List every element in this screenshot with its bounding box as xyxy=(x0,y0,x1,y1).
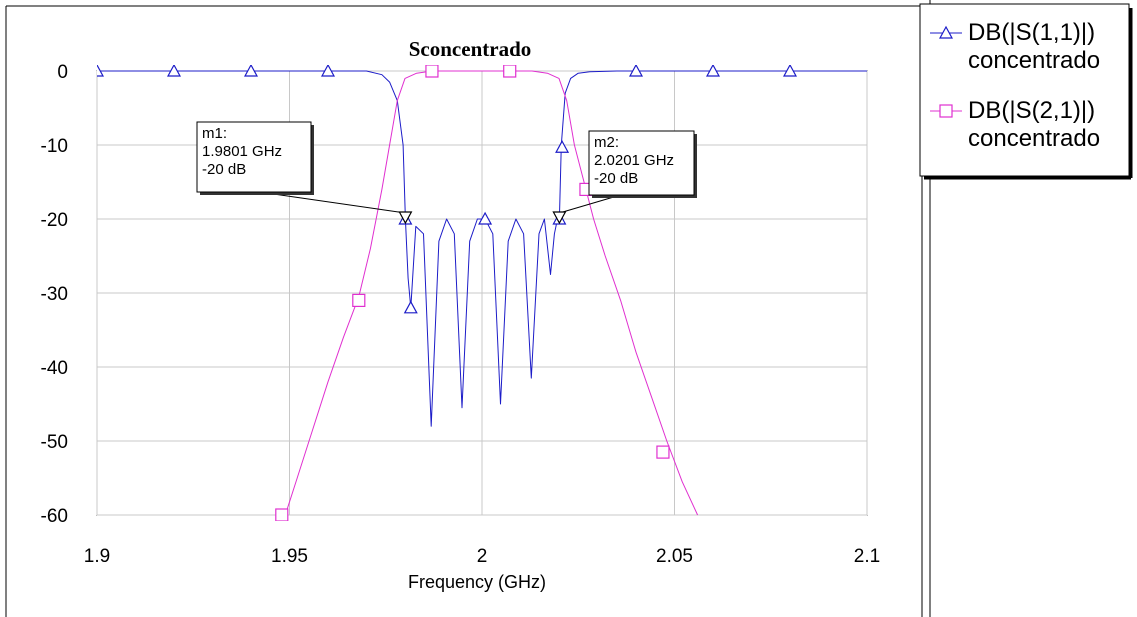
x-axis-ticks: 1.9 1.95 2 2.05 2.1 xyxy=(84,546,880,567)
series-point-marker xyxy=(320,65,336,77)
series-point-marker xyxy=(352,293,366,307)
series-point-marker xyxy=(782,65,798,77)
marker-freq: 2.0201 GHz xyxy=(594,152,674,169)
y-tick-label: -50 xyxy=(41,432,68,453)
y-axis-ticks: 0 -10 -20 -30 -40 -50 -60 xyxy=(41,62,68,527)
marker-box xyxy=(196,121,312,193)
y-tick-label: 0 xyxy=(57,62,68,83)
series-point-marker xyxy=(478,211,493,225)
x-tick-label: 1.9 xyxy=(84,546,110,567)
legend: DB(|S(1,1)|)concentradoDB(|S(2,1)|)conce… xyxy=(930,19,1100,152)
y-tick-label: -20 xyxy=(41,210,68,231)
x-tick-label: 2 xyxy=(477,546,488,567)
series-point-marker xyxy=(656,445,670,459)
series-point-marker xyxy=(705,65,721,77)
legend-entry-2: DB(|S(2,1)|)concentrado xyxy=(930,97,1100,152)
series-point-marker xyxy=(628,65,644,77)
series-point-marker xyxy=(503,65,517,78)
y-tick-label: -60 xyxy=(41,506,68,527)
legend-label: concentrado xyxy=(968,47,1100,74)
series-point-marker xyxy=(425,65,439,78)
y-tick-label: -30 xyxy=(41,284,68,305)
marker-arrow-icon xyxy=(398,211,413,225)
marker-freq: 1.9801 GHz xyxy=(202,143,282,160)
legend-swatch-marker xyxy=(938,25,954,39)
y-tick-label: -40 xyxy=(41,358,68,379)
marker-box xyxy=(588,130,695,196)
x-tick-label: 2.05 xyxy=(656,546,693,567)
marker-label: m2: xyxy=(594,134,619,151)
marker-label: m1: xyxy=(202,125,227,142)
marker-2: m2:2.0201 GHz-20 dB xyxy=(552,130,697,225)
chart-title: Sconcentrado xyxy=(409,37,532,61)
series-point-marker xyxy=(97,65,105,77)
marker-leader-line xyxy=(259,191,406,214)
x-tick-label: 2.1 xyxy=(854,546,880,567)
legend-label: concentrado xyxy=(968,125,1100,152)
series-point-marker xyxy=(243,65,259,77)
x-axis-label: Frequency (GHz) xyxy=(408,572,546,592)
marker-level: -20 dB xyxy=(594,170,638,187)
series-layer xyxy=(97,65,867,521)
y-tick-label: -10 xyxy=(41,136,68,157)
legend-label: DB(|S(2,1)|) xyxy=(968,97,1095,124)
series-1 xyxy=(97,65,867,427)
series-point-marker xyxy=(403,300,418,314)
series-point-marker xyxy=(555,139,570,153)
marker-level: -20 dB xyxy=(202,161,246,178)
marker-1: m1:1.9801 GHz-20 dB xyxy=(196,121,413,225)
series-line xyxy=(97,70,867,427)
series-point-marker xyxy=(275,508,289,521)
legend-label: DB(|S(1,1)|) xyxy=(968,19,1095,46)
marker-arrow-icon xyxy=(552,211,567,225)
x-tick-label: 1.95 xyxy=(271,546,308,567)
series-point-marker xyxy=(166,65,182,77)
series-2 xyxy=(275,65,699,521)
legend-entry-1: DB(|S(1,1)|)concentrado xyxy=(930,19,1100,74)
legend-swatch-marker xyxy=(939,104,953,118)
